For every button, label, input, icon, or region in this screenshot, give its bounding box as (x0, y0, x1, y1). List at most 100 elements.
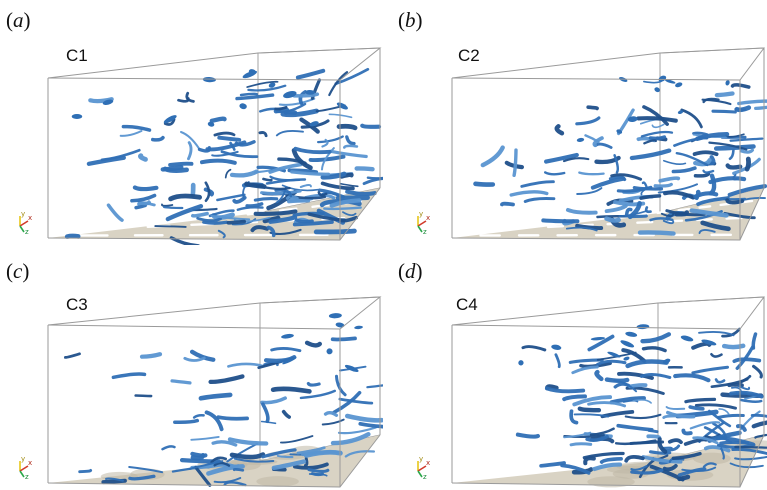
vortex-tube (280, 108, 319, 118)
vortex-blob (281, 333, 294, 339)
vortex-tube (666, 410, 696, 419)
vortex-tube (720, 447, 725, 460)
vortex-tube (253, 209, 298, 216)
vortex-tube (313, 228, 357, 235)
vortex-tube (610, 173, 643, 181)
vortex-tube (128, 474, 156, 481)
vortex-tube (643, 139, 658, 145)
wall-surface (452, 188, 764, 240)
vortex-tube (640, 373, 672, 379)
vortex-tube (662, 219, 675, 225)
vortex-tube (594, 155, 621, 165)
vortex-tube (640, 130, 674, 138)
vortex-tube (596, 359, 627, 366)
vortex-tube (295, 68, 326, 80)
vortex-tubes (473, 75, 767, 236)
vortex-tube (132, 185, 159, 192)
vortex-tube (707, 155, 716, 166)
vortex-tube (718, 408, 730, 415)
vortex-blob (677, 110, 684, 115)
vortex-tube (213, 461, 231, 467)
vortex-tube (154, 225, 187, 228)
vortex-tube (701, 98, 732, 106)
vortex-tube (629, 148, 672, 161)
vortex-tube (700, 220, 731, 232)
vortex-blob (636, 324, 650, 330)
vortex-tube (64, 352, 81, 359)
panel-label-d: (d) (398, 259, 423, 283)
vortex-blob (518, 360, 524, 366)
vortex-tube (671, 451, 702, 460)
vortex-tube (190, 451, 208, 458)
vortex-tube (554, 353, 561, 369)
vortex-tube (336, 123, 358, 131)
vortex-tube (191, 211, 209, 218)
vortex-tube (260, 189, 302, 196)
vortex-tube (226, 219, 246, 225)
svg-text:z: z (423, 228, 427, 236)
vortex-blob (625, 331, 638, 337)
vortex-tube (339, 182, 359, 188)
vortex-tube (698, 331, 735, 337)
vortex-tubes (515, 324, 767, 482)
vortex-tube (300, 119, 330, 129)
vortex-tube (306, 382, 321, 387)
vortex-tube (752, 364, 763, 379)
vortex-tube (210, 456, 227, 464)
vortex-tube (204, 181, 211, 202)
vortex-tube (260, 396, 287, 405)
vortex-tube (328, 71, 349, 97)
vortex-tube (609, 396, 646, 405)
vortex-tube (660, 212, 675, 218)
vortex-tube (714, 91, 735, 98)
vortex-tube (64, 233, 81, 239)
panel-a: (a) C1 y x z (0, 0, 383, 245)
vortex-tube (179, 457, 222, 464)
vortex-tube (163, 118, 176, 126)
axis-triad-icon: y x z (417, 455, 430, 481)
vortex-tube (227, 362, 265, 368)
vortex-tube (585, 434, 609, 442)
vortex-tube (334, 67, 370, 86)
vortex-tube (750, 413, 767, 418)
vortex-tube (703, 445, 731, 453)
vortex-blob (326, 348, 333, 355)
vortex-blob (616, 129, 623, 134)
vortex-visualization-b (451, 47, 767, 241)
vortex-tube (739, 148, 754, 154)
vortex-tube (236, 206, 264, 211)
vortex-tube (209, 116, 227, 124)
vortex-tube (293, 146, 332, 155)
svg-text:z: z (423, 473, 427, 481)
vortex-tube (754, 105, 767, 111)
vortex-tube (274, 188, 293, 198)
vortex-tube (737, 385, 751, 391)
vortex-tube (86, 155, 126, 166)
vortex-tube (151, 135, 165, 142)
vortex-tube (729, 390, 764, 399)
vortex-tube (625, 359, 669, 369)
vortex-tube (292, 92, 320, 98)
vortex-blob (658, 75, 667, 82)
vortex-tube (714, 378, 726, 384)
vortex-tube (689, 208, 729, 218)
vortex-tube (229, 452, 266, 460)
vortex-tube (667, 438, 683, 445)
vortex-tube (253, 197, 279, 202)
vortex-tube (684, 397, 717, 404)
vortex-tube (329, 198, 362, 208)
vortex-tube (213, 477, 242, 484)
vortex-tube (270, 386, 312, 394)
vortex-tube (320, 181, 355, 191)
vortex-tube (137, 201, 156, 207)
vortex-tube (695, 131, 730, 142)
vortex-tube (599, 456, 623, 464)
vortex-tube (632, 399, 652, 404)
vortex-tube (335, 374, 347, 397)
vortex-tube (657, 183, 699, 194)
vortex-tube (266, 189, 298, 211)
vortex-tube (734, 105, 752, 113)
vortex-tube (197, 146, 212, 153)
vortex-tube (630, 465, 648, 471)
vortex-tube (198, 392, 233, 401)
